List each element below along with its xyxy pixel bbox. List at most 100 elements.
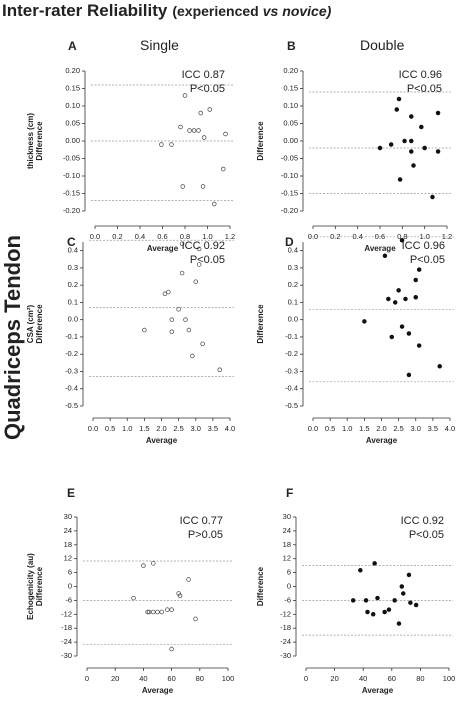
panel-letter: F [286, 486, 293, 500]
data-point [392, 300, 398, 305]
annotation: ICC 0.92 [401, 515, 444, 527]
data-point [186, 327, 192, 333]
x-tick-label: 100 [443, 674, 456, 683]
data-point [377, 145, 383, 151]
y-tick-label: 6 [68, 568, 72, 577]
x-tick-label: 0.0 [90, 232, 100, 241]
column-header: Double [360, 37, 405, 53]
x-tick-label: 0.8 [397, 232, 407, 241]
y-tick-label: 0 [287, 581, 291, 590]
y-tick-label: -0.20 [281, 206, 298, 215]
data-point [409, 114, 414, 119]
y-axis-label: thickness (cm) [26, 113, 35, 169]
data-point [413, 602, 419, 608]
data-point [198, 110, 204, 116]
annotation: ICC 0.96 [402, 240, 445, 252]
x-tick-label: 2.5 [393, 424, 403, 433]
x-tick-label: 0.5 [105, 424, 115, 433]
data-point [406, 572, 412, 578]
x-tick-label: 1.0 [202, 232, 212, 241]
data-point [422, 145, 427, 151]
data-point [382, 609, 387, 615]
data-point [362, 319, 367, 324]
data-point [212, 201, 217, 207]
x-tick-label: 4.0 [225, 424, 235, 433]
data-point [399, 238, 405, 243]
y-tick-label: 30 [64, 512, 72, 521]
x-tick-label: 0.2 [112, 232, 122, 241]
x-tick-label: 20 [330, 674, 338, 683]
y-axis-label: Difference [256, 566, 265, 606]
y-tick-label: 0.05 [283, 118, 298, 127]
y-tick-label: -24 [280, 637, 291, 646]
data-point [350, 598, 356, 603]
annotation: P<0.05 [190, 254, 225, 266]
data-point [411, 163, 416, 168]
y-tick-label: -0.05 [63, 153, 80, 162]
panel-letter: D [285, 235, 294, 249]
y-tick-label: -30 [280, 651, 291, 660]
x-tick-label: 0.5 [325, 424, 335, 433]
annotation: ICC 0.77 [180, 515, 223, 527]
annotation: P<0.05 [409, 529, 444, 541]
data-point [151, 609, 156, 615]
data-point [201, 135, 207, 140]
x-tick-label: 100 [222, 674, 235, 683]
data-point [193, 279, 199, 284]
y-tick-label: 0.3 [288, 263, 298, 272]
x-tick-label: 1.0 [342, 424, 352, 433]
y-tick-label: -18 [280, 623, 291, 632]
data-point [169, 646, 174, 652]
data-point [396, 621, 402, 626]
x-tick-label: 20 [111, 674, 119, 683]
title-main: Inter-rater Reliability [2, 1, 168, 20]
data-point [372, 561, 377, 566]
y-tick-label: 0.20 [283, 66, 298, 75]
data-point [382, 253, 388, 259]
y-tick-label: -0.2 [285, 349, 298, 358]
y-tick-label: 0.1 [68, 297, 78, 306]
y-tick-label: 0.00 [65, 136, 80, 145]
y-tick-label: 0.10 [283, 101, 298, 110]
x-tick-label: 0.8 [180, 232, 190, 241]
data-point [165, 607, 170, 612]
y-tick-label: 0.00 [283, 136, 298, 145]
data-point [200, 341, 205, 347]
data-point [169, 142, 174, 147]
data-point [396, 288, 401, 293]
y-tick-label: -0.3 [65, 366, 78, 375]
x-tick-label: 2.0 [156, 424, 166, 433]
data-point [169, 329, 175, 335]
data-point [386, 296, 391, 302]
data-point [191, 128, 197, 133]
y-tick-label: -0.3 [285, 366, 298, 375]
side-label: Quadriceps Tendon [0, 235, 25, 440]
data-point [400, 591, 406, 596]
annotation: P<0.05 [190, 83, 225, 95]
x-tick-label: 60 [388, 674, 396, 683]
x-axis-label: Average [366, 436, 398, 445]
column-header: Single [140, 37, 179, 53]
data-point [408, 600, 413, 605]
data-point [430, 194, 435, 200]
data-point [162, 291, 168, 297]
data-point [406, 372, 412, 378]
data-point [182, 93, 188, 98]
annotation: P<0.05 [407, 83, 442, 95]
data-point [397, 177, 403, 182]
y-axis-label: Difference [35, 121, 44, 161]
data-point [166, 289, 171, 295]
x-tick-label: 3.5 [208, 424, 218, 433]
y-tick-label: 0.2 [68, 280, 78, 289]
panel-letter: E [67, 486, 75, 500]
data-point [179, 270, 185, 276]
annotation: P<0.05 [410, 254, 445, 266]
y-tick-label: 6 [287, 568, 291, 577]
y-tick-label: 24 [283, 526, 291, 535]
y-tick-label: -0.20 [63, 206, 80, 215]
y-axis-label: Echogenicity (au) [26, 553, 35, 620]
x-tick-label: 40 [139, 674, 147, 683]
y-tick-label: -0.05 [281, 153, 298, 162]
y-tick-label: 0.4 [68, 246, 78, 255]
data-point [388, 142, 394, 147]
